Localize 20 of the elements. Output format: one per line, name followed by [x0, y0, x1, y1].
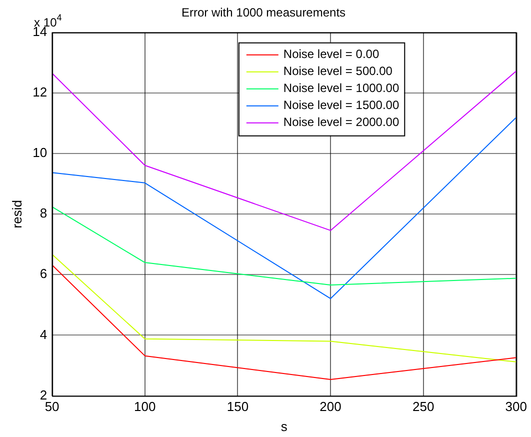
- y-tick-label: 8: [40, 206, 48, 221]
- x-tick-label: 50: [44, 399, 60, 414]
- legend-label: Noise level = 2000.00: [283, 115, 400, 130]
- x-tick-label: 250: [412, 399, 434, 414]
- x-axis-title: s: [280, 418, 288, 434]
- y-axis-title: resid: [9, 200, 24, 228]
- legend-label: Noise level = 1500.00: [283, 98, 400, 112]
- x-tick-label: 300: [505, 399, 528, 414]
- x-tick-label: 150: [226, 399, 249, 414]
- y-tick-label: 4: [40, 326, 48, 342]
- y-tick-label: 12: [32, 84, 48, 100]
- y-tick-label: 6: [40, 266, 48, 282]
- y-tick-label: 2: [40, 387, 48, 402]
- x-tick-label: 100: [134, 399, 156, 414]
- chart-title: Error with 1000 measurements: [181, 6, 346, 20]
- x-tick-label: 200: [320, 399, 342, 414]
- legend-label: Noise level = 0.00: [283, 47, 380, 62]
- legend-label: Noise level = 500.00: [283, 64, 393, 78]
- y-tick-label: 10: [32, 145, 48, 160]
- legend-label: Noise level = 1000.00: [283, 81, 400, 96]
